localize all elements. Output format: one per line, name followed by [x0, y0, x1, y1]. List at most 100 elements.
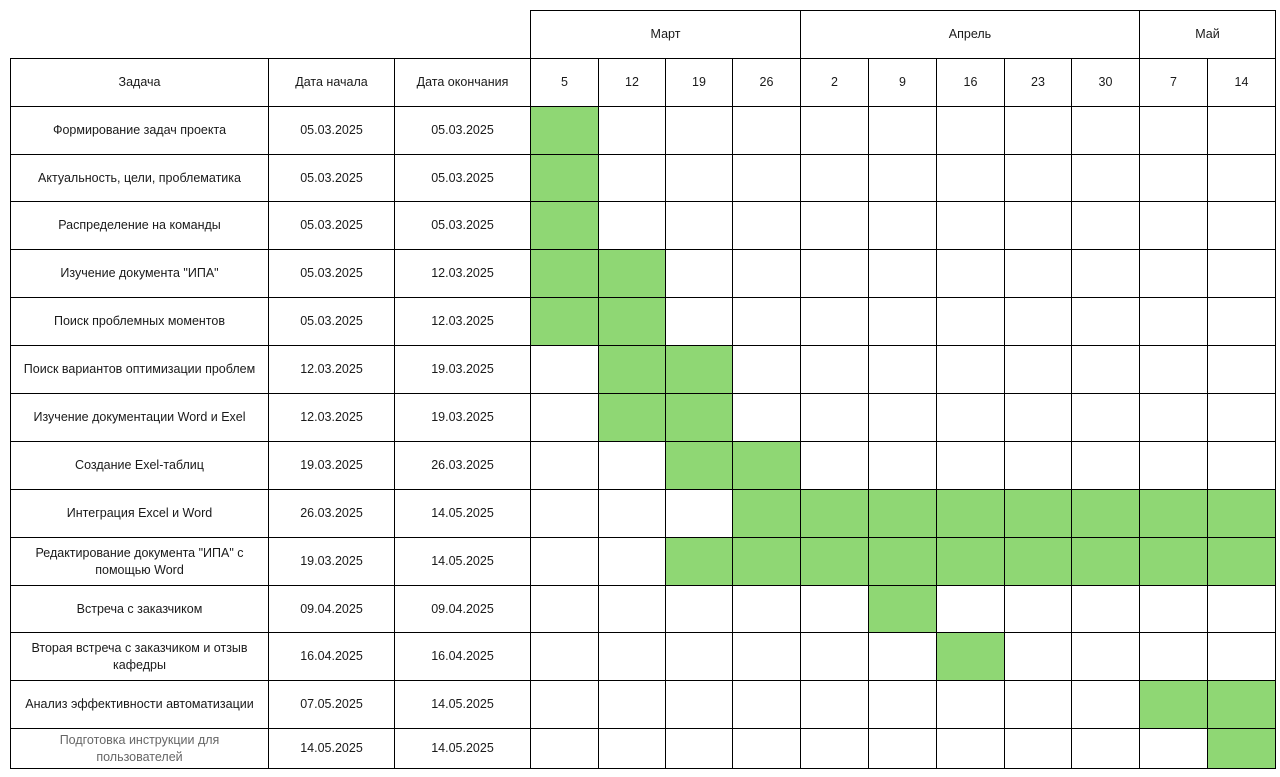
task-start-date: 16.04.2025 [268, 632, 395, 681]
gantt-bar-segment [1207, 728, 1276, 769]
gantt-empty-cell [1139, 297, 1208, 346]
gantt-empty-cell [868, 441, 937, 490]
gantt-empty-cell [936, 201, 1005, 250]
gantt-empty-cell [1071, 297, 1140, 346]
gantt-bar-segment [936, 489, 1005, 538]
gantt-empty-cell [598, 537, 666, 586]
gantt-empty-cell [800, 249, 869, 298]
gantt-bar-segment [1071, 537, 1140, 586]
gantt-empty-cell [1207, 249, 1276, 298]
gantt-empty-cell [530, 393, 599, 442]
gantt-empty-cell [1139, 632, 1208, 681]
gantt-empty-cell [1207, 345, 1276, 394]
gantt-empty-cell [665, 632, 733, 681]
task-end-date: 19.03.2025 [394, 393, 531, 442]
gantt-empty-cell [1207, 585, 1276, 633]
gantt-bar-segment [1207, 489, 1276, 538]
task-name: Вторая встреча с заказчиком и отзыв кафе… [10, 632, 269, 681]
gantt-bar-segment [868, 585, 937, 633]
task-start-date: 07.05.2025 [268, 680, 395, 729]
gantt-empty-cell [1071, 632, 1140, 681]
gantt-bar-segment [732, 537, 801, 586]
gantt-empty-cell [868, 201, 937, 250]
gantt-empty-cell [1071, 201, 1140, 250]
task-name: Поиск вариантов оптимизации проблем [10, 345, 269, 394]
gantt-empty-cell [936, 728, 1005, 769]
gantt-bar-segment [732, 489, 801, 538]
gantt-empty-cell [800, 441, 869, 490]
week-header: 12 [598, 58, 666, 107]
month-header: Март [530, 10, 801, 59]
gantt-bar-segment [598, 393, 666, 442]
task-name: Интеграция Excel и Word [10, 489, 269, 538]
gantt-empty-cell [800, 632, 869, 681]
gantt-bar-segment [800, 537, 869, 586]
gantt-bar-segment [868, 489, 937, 538]
gantt-bar-segment [936, 537, 1005, 586]
gantt-empty-cell [1139, 441, 1208, 490]
gantt-bar-segment [665, 537, 733, 586]
gantt-empty-cell [1004, 441, 1072, 490]
month-header: Апрель [800, 10, 1140, 59]
gantt-empty-cell [1071, 106, 1140, 155]
task-name: Анализ эффективности автоматизации [10, 680, 269, 729]
gantt-empty-cell [732, 393, 801, 442]
gantt-empty-cell [936, 680, 1005, 729]
task-start-date: 09.04.2025 [268, 585, 395, 633]
week-header: 30 [1071, 58, 1140, 107]
gantt-bar-segment [530, 106, 599, 155]
task-start-date: 05.03.2025 [268, 154, 395, 202]
week-header: 9 [868, 58, 937, 107]
gantt-empty-cell [1139, 154, 1208, 202]
gantt-empty-cell [1071, 680, 1140, 729]
gantt-empty-cell [665, 106, 733, 155]
gantt-empty-cell [732, 728, 801, 769]
gantt-empty-cell [598, 489, 666, 538]
task-end-date: 26.03.2025 [394, 441, 531, 490]
task-name: Редактирование документа "ИПА" с помощью… [10, 537, 269, 586]
gantt-bar-segment [1139, 680, 1208, 729]
gantt-empty-cell [936, 154, 1005, 202]
gantt-empty-cell [598, 632, 666, 681]
gantt-empty-cell [1071, 345, 1140, 394]
gantt-bar-segment [530, 297, 599, 346]
gantt-empty-cell [1139, 728, 1208, 769]
gantt-empty-cell [936, 345, 1005, 394]
gantt-empty-cell [598, 154, 666, 202]
gantt-empty-cell [800, 585, 869, 633]
task-end-date: 14.05.2025 [394, 680, 531, 729]
task-end-date: 19.03.2025 [394, 345, 531, 394]
task-start-date: 12.03.2025 [268, 345, 395, 394]
gantt-empty-cell [530, 728, 599, 769]
gantt-bar-segment [1139, 537, 1208, 586]
gantt-empty-cell [1207, 393, 1276, 442]
gantt-empty-cell [800, 345, 869, 394]
task-name: Изучение документа "ИПА" [10, 249, 269, 298]
gantt-empty-cell [868, 680, 937, 729]
gantt-empty-cell [1004, 728, 1072, 769]
task-start-date: 05.03.2025 [268, 297, 395, 346]
week-header: 5 [530, 58, 599, 107]
gantt-empty-cell [1004, 201, 1072, 250]
gantt-empty-cell [665, 728, 733, 769]
week-header: 2 [800, 58, 869, 107]
gantt-empty-cell [665, 489, 733, 538]
week-header: 26 [732, 58, 801, 107]
gantt-empty-cell [1139, 249, 1208, 298]
gantt-bar-segment [665, 345, 733, 394]
gantt-empty-cell [665, 585, 733, 633]
gantt-empty-cell [1139, 345, 1208, 394]
gantt-empty-cell [598, 728, 666, 769]
gantt-bar-segment [665, 393, 733, 442]
gantt-empty-cell [1004, 249, 1072, 298]
gantt-bar-segment [530, 154, 599, 202]
gantt-bar-segment [665, 441, 733, 490]
week-header: 23 [1004, 58, 1072, 107]
task-end-date: 12.03.2025 [394, 249, 531, 298]
gantt-bar-segment [732, 441, 801, 490]
gantt-empty-cell [1004, 106, 1072, 155]
gantt-empty-cell [732, 345, 801, 394]
gantt-empty-cell [732, 201, 801, 250]
gantt-empty-cell [1004, 297, 1072, 346]
gantt-empty-cell [936, 585, 1005, 633]
